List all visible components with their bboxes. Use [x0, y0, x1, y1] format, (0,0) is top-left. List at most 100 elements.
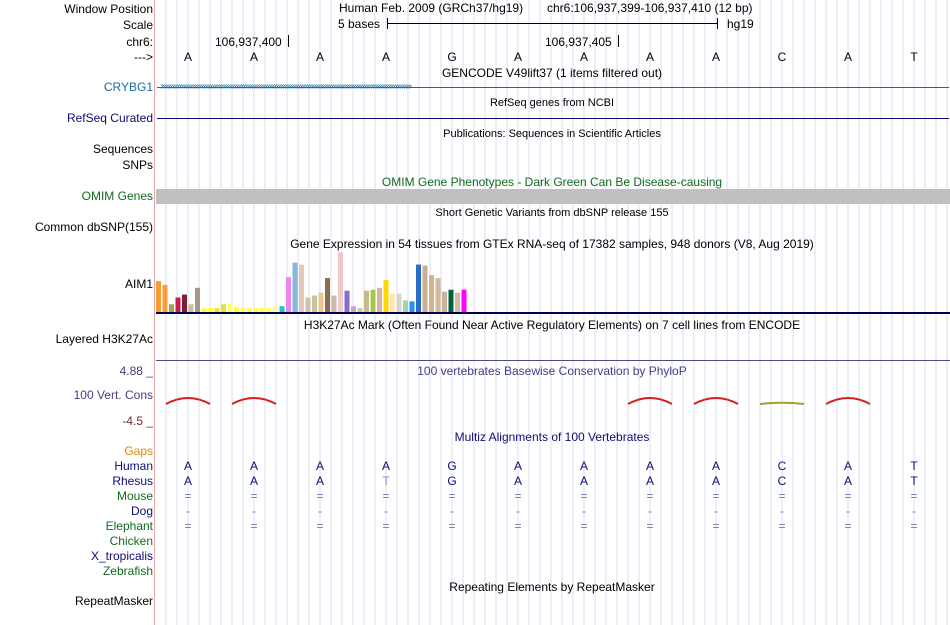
- omim-gene-bar[interactable]: [156, 189, 950, 204]
- species-label-x_tropicalis[interactable]: X_tropicalis: [90, 549, 153, 563]
- gtex-tissue-bar[interactable]: [396, 293, 402, 312]
- gene-label-crybg1[interactable]: CRYBG1: [103, 80, 153, 94]
- gtex-tissue-bar[interactable]: [188, 304, 194, 312]
- gtex-tissue-bar[interactable]: [247, 308, 252, 312]
- alignment-base: -: [384, 504, 388, 518]
- omim-title[interactable]: OMIM Gene Phenotypes - Dark Green Can Be…: [381, 175, 723, 189]
- gtex-tissue-bar[interactable]: [195, 287, 200, 312]
- refseq-title[interactable]: RefSeq genes from NCBI: [489, 97, 615, 109]
- gtex-tissue-bar[interactable]: [448, 289, 454, 312]
- gtex-tissue-bar[interactable]: [182, 294, 187, 312]
- gtex-tissue-bar[interactable]: [234, 307, 239, 312]
- gtex-tissue-bar[interactable]: [318, 292, 324, 312]
- species-label-zebrafish[interactable]: Zebrafish: [102, 564, 153, 578]
- gtex-tissue-bar[interactable]: [305, 297, 311, 312]
- alignment-base: -: [780, 504, 784, 518]
- gtex-tissue-bar[interactable]: [175, 297, 181, 312]
- alignment-base: A: [183, 474, 192, 488]
- scale-label: Scale: [122, 18, 153, 32]
- gtex-tissue-bar[interactable]: [403, 300, 408, 312]
- gencode-title[interactable]: GENCODE V49lift37 (1 items filtered out): [441, 66, 663, 80]
- repeatmasker-label[interactable]: RepeatMasker: [74, 594, 153, 608]
- omim-label[interactable]: OMIM Genes: [81, 189, 153, 203]
- gtex-tissue-bar[interactable]: [331, 295, 337, 312]
- alignment-base: =: [448, 489, 456, 503]
- species-label-dog[interactable]: Dog: [130, 504, 153, 518]
- tick-label-1: 106,937,400: [215, 35, 282, 49]
- gtex-tissue-bar[interactable]: [279, 306, 285, 312]
- gtex-tissue-bar[interactable]: [325, 278, 330, 312]
- dbsnp-label[interactable]: Common dbSNP(155): [34, 220, 153, 234]
- alignment-base: -: [516, 504, 520, 518]
- gtex-tissue-bar[interactable]: [455, 292, 460, 312]
- gtex-tissue-bar[interactable]: [266, 308, 272, 312]
- gtex-tissue-bar[interactable]: [292, 262, 298, 312]
- gtex-tissue-bar[interactable]: [364, 290, 369, 312]
- base-1: A: [183, 50, 192, 64]
- gtex-tissue-bar[interactable]: [208, 308, 213, 312]
- phylop-peak: [825, 397, 871, 405]
- gtex-tissue-bar[interactable]: [156, 281, 161, 312]
- gtex-tissue-bar[interactable]: [260, 308, 265, 312]
- gtex-tissue-bar[interactable]: [338, 252, 343, 312]
- gtex-title[interactable]: Gene Expression in 54 tissues from GTEx …: [290, 237, 814, 251]
- gtex-tissue-bar[interactable]: [253, 308, 259, 312]
- gtex-expression-chart[interactable]: [156, 252, 536, 314]
- base-12: T: [910, 50, 918, 64]
- species-label-elephant[interactable]: Elephant: [105, 519, 153, 533]
- dbsnp-title[interactable]: Short Genetic Variants from dbSNP releas…: [435, 207, 669, 219]
- refseq-label[interactable]: RefSeq Curated: [66, 111, 153, 125]
- gtex-tissue-bar[interactable]: [221, 304, 226, 312]
- gtex-tissue-bar[interactable]: [377, 287, 382, 312]
- alignment-base: =: [250, 519, 258, 533]
- alignment-base: T: [910, 459, 918, 473]
- tick-label-2: 106,937,405: [545, 35, 612, 49]
- phylop-label[interactable]: 100 Vert. Cons: [73, 388, 153, 402]
- species-label-chicken[interactable]: Chicken: [109, 534, 153, 548]
- scale-bar: [387, 23, 717, 24]
- gtex-tissue-bar[interactable]: [429, 275, 434, 312]
- gtex-tissue-bar[interactable]: [370, 289, 376, 312]
- alignment-base: -: [450, 504, 454, 518]
- snps-label[interactable]: SNPs: [122, 158, 153, 172]
- gtex-tissue-bar[interactable]: [351, 306, 356, 312]
- gencode-gene-chevrons[interactable]: ››››››››››››››››››››››››››››››››››››››››…: [160, 81, 412, 92]
- h3k27ac-title[interactable]: H3K27Ac Mark (Often Found Near Active Re…: [303, 318, 801, 332]
- species-label-mouse[interactable]: Mouse: [116, 489, 153, 503]
- gtex-tissue-bar[interactable]: [162, 284, 168, 312]
- publications-title[interactable]: Publications: Sequences in Scientific Ar…: [443, 128, 661, 140]
- gtex-tissue-bar[interactable]: [312, 295, 317, 312]
- gtex-tissue-bar[interactable]: [442, 291, 447, 312]
- gtex-tissue-bar[interactable]: [227, 303, 233, 312]
- species-label-human[interactable]: Human: [114, 459, 153, 473]
- gtex-tissue-bar[interactable]: [461, 289, 467, 312]
- gtex-tissue-bar[interactable]: [409, 301, 415, 312]
- alignment-base: =: [382, 489, 390, 503]
- gtex-tissue-bar[interactable]: [422, 265, 428, 312]
- gtex-gene-label[interactable]: AIM1: [124, 277, 153, 291]
- gtex-tissue-bar[interactable]: [390, 293, 395, 312]
- alignment-base: =: [184, 519, 192, 533]
- refseq-gene-line[interactable]: [157, 118, 949, 119]
- h3k27ac-label[interactable]: Layered H3K27Ac: [55, 332, 153, 346]
- gtex-tissue-bar[interactable]: [435, 278, 441, 312]
- phylop-title[interactable]: 100 vertebrates Basewise Conservation by…: [417, 364, 687, 378]
- sequences-label[interactable]: Sequences: [92, 142, 153, 156]
- repeatmasker-title[interactable]: Repeating Elements by RepeatMasker: [449, 580, 655, 594]
- alignment-base: -: [846, 504, 850, 518]
- gtex-tissue-bar[interactable]: [344, 290, 350, 312]
- multiz-title[interactable]: Multiz Alignments of 100 Vertebrates: [454, 430, 650, 444]
- gtex-tissue-bar[interactable]: [357, 308, 363, 312]
- gtex-tissue-bar[interactable]: [214, 308, 220, 312]
- gtex-tissue-bar[interactable]: [286, 277, 291, 312]
- gtex-tissue-bar[interactable]: [169, 304, 174, 312]
- gtex-tissue-bar[interactable]: [383, 280, 389, 312]
- alignment-base: =: [514, 519, 522, 533]
- alignment-base: =: [910, 519, 918, 533]
- gtex-tissue-bar[interactable]: [416, 264, 421, 312]
- species-label-rhesus[interactable]: Rhesus: [112, 474, 153, 488]
- gtex-tissue-bar[interactable]: [299, 264, 304, 312]
- phylop-conservation-plot[interactable]: [156, 390, 950, 410]
- gaps-label[interactable]: Gaps: [124, 444, 153, 458]
- gtex-tissue-bar[interactable]: [201, 308, 207, 312]
